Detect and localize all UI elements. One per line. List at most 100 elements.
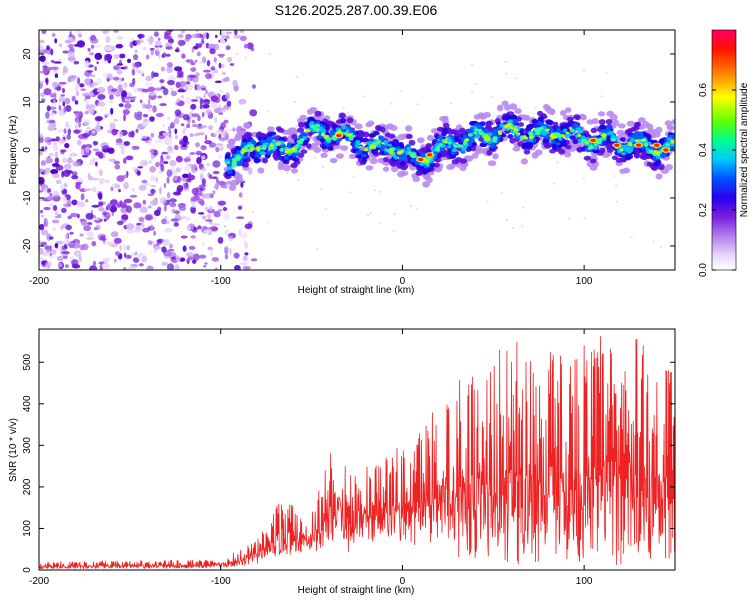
noise-blob	[148, 159, 152, 164]
noise-blob	[75, 111, 81, 119]
ridge-cell	[534, 149, 543, 156]
noise-blob	[45, 219, 49, 227]
ridge-cell	[284, 150, 290, 154]
noise-blob	[113, 118, 118, 122]
ridge-cell	[439, 142, 443, 147]
noise-blob	[108, 158, 117, 162]
noise-blob	[146, 136, 150, 141]
ridge-cell	[365, 122, 373, 128]
noise-blob	[190, 103, 197, 110]
noise-blob	[250, 258, 258, 262]
spectrogram-marks	[39, 30, 675, 270]
noise-blob	[41, 30, 47, 35]
noise-blob	[122, 267, 127, 270]
noise-blob	[144, 82, 153, 87]
top-y-tick-label: -10	[22, 190, 33, 205]
ridge-cell	[232, 158, 238, 162]
noise-blob	[129, 194, 138, 198]
noise-blob	[191, 109, 194, 114]
noise-blob	[92, 260, 97, 266]
ridge-cell	[486, 120, 493, 126]
ridge-cell	[362, 137, 369, 143]
noise-blob	[201, 178, 206, 186]
ridge-cell	[306, 143, 312, 149]
noise-blob	[97, 94, 106, 100]
ridge-cell	[292, 152, 298, 158]
noise-blob	[138, 263, 144, 267]
ridge-cell	[355, 139, 361, 145]
noise-blob	[83, 188, 92, 191]
ridge-cell	[646, 161, 653, 167]
noise-blob	[219, 54, 224, 59]
ridge-cell	[572, 138, 579, 145]
noise-blob	[123, 113, 126, 122]
noise-blob	[194, 59, 198, 63]
noise-blob	[195, 30, 199, 33]
noise-blob	[97, 192, 103, 200]
noise-blob	[114, 90, 122, 96]
noise-blob	[200, 167, 207, 172]
ridge-cell	[339, 145, 349, 151]
noise-blob	[71, 159, 74, 163]
ridge-cell	[588, 144, 594, 149]
noise-blob	[208, 205, 214, 212]
noise-blob	[123, 82, 128, 88]
noise-blob	[47, 142, 52, 146]
noise-blob	[242, 266, 251, 270]
noise-blob	[128, 97, 137, 101]
noise-blob	[155, 46, 162, 52]
noise-blob	[113, 65, 120, 71]
noise-blob	[123, 141, 130, 146]
ridge-cell	[655, 154, 662, 160]
noise-speck	[605, 71, 608, 74]
noise-blob	[225, 45, 231, 50]
noise-blob	[223, 212, 230, 220]
noise-blob	[63, 128, 67, 134]
ridge-cell	[576, 146, 583, 153]
noise-speck	[393, 212, 396, 215]
noise-blob	[188, 172, 192, 178]
noise-blob	[213, 69, 219, 74]
ridge-cell	[634, 153, 641, 159]
noise-blob	[109, 94, 114, 100]
ridge-cell	[338, 129, 342, 134]
ridge-cell	[605, 119, 613, 125]
ridge-cell	[598, 119, 606, 125]
top-x-ticks: -200 -100 0 100	[29, 30, 593, 287]
noise-blob	[75, 90, 79, 97]
noise-blob	[47, 125, 55, 131]
noise-speck	[500, 191, 503, 194]
noise-blob	[154, 40, 162, 47]
noise-blob	[157, 206, 162, 213]
noise-blob	[122, 243, 126, 251]
ridge-cell	[447, 129, 454, 135]
noise-blob	[94, 66, 97, 71]
noise-blob	[182, 173, 189, 178]
noise-blob	[142, 227, 150, 233]
noise-blob	[155, 177, 158, 183]
ridge-cell	[278, 155, 285, 161]
ridge-cell	[287, 137, 295, 144]
noise-blob	[70, 212, 78, 218]
noise-blob	[116, 36, 124, 40]
noise-blob	[187, 225, 191, 232]
noise-blob	[200, 87, 207, 91]
noise-blob	[101, 262, 110, 270]
noise-blob	[152, 199, 156, 205]
noise-blob	[200, 145, 207, 151]
noise-blob	[193, 192, 203, 196]
ridge-cell	[305, 129, 311, 133]
ridge-cell	[386, 143, 393, 147]
noise-blob	[214, 267, 219, 270]
noise-blob	[98, 201, 104, 207]
noise-blob	[197, 115, 201, 122]
noise-blob	[150, 132, 155, 138]
ridge-cell	[586, 119, 594, 125]
noise-blob	[160, 66, 166, 72]
ridge-cell	[528, 138, 533, 142]
ridge-cell	[660, 153, 666, 159]
noise-blob	[158, 53, 161, 60]
ridge-cell	[313, 146, 322, 153]
ridge-cell	[545, 119, 553, 125]
ridge-cell	[492, 136, 497, 141]
